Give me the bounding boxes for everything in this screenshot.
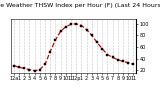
- Text: Milwaukee Weather THSW Index per Hour (F) (Last 24 Hours): Milwaukee Weather THSW Index per Hour (F…: [0, 3, 160, 8]
